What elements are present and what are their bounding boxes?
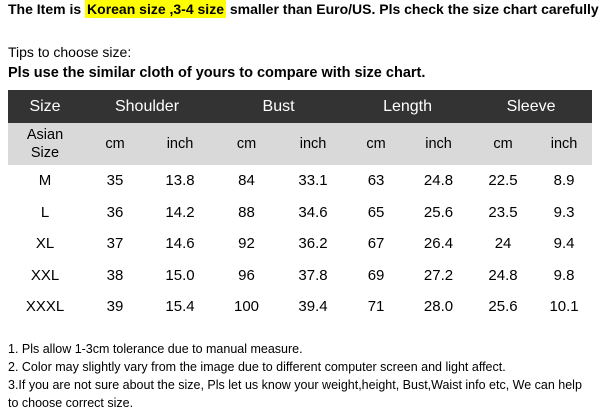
- note: 1. Pls allow 1-3cm tolerance due to manu…: [8, 342, 303, 356]
- cell: 88: [238, 203, 255, 221]
- size-cell: XXL: [30, 266, 60, 284]
- cell: 14.6: [165, 235, 195, 253]
- cell: 34.6: [298, 203, 328, 221]
- cell: 9.8: [553, 266, 575, 284]
- notes: 1. Pls allow 1-3cm tolerance due to manu…: [8, 340, 594, 412]
- table-row: XXXL 39 15.4 100 39.4 71 28.0 25.6 10.1: [8, 291, 592, 323]
- unit: cm: [82, 123, 148, 165]
- column-header: Bust: [212, 90, 346, 123]
- header: The Item is Korean size ,3-4 size smalle…: [8, 0, 599, 18]
- tips-instruction: Pls use the similar cloth of yours to co…: [8, 65, 426, 81]
- cell: 14.2: [165, 203, 195, 221]
- cell: 24.8: [488, 266, 518, 284]
- table-row: M 35 13.8 84 33.1 63 24.8 22.5 8.9: [8, 165, 592, 197]
- cell: 26.4: [423, 235, 454, 253]
- cell: 35: [106, 172, 124, 190]
- cell: 38: [106, 266, 124, 284]
- cell: 37.8: [298, 266, 328, 284]
- unit: inch: [281, 123, 346, 165]
- cell: 9.4: [553, 235, 575, 253]
- cell: 67: [367, 235, 385, 253]
- table-row: L 36 14.2 88 34.6 65 25.6 23.5 9.3: [8, 197, 592, 229]
- cell: 24: [494, 235, 512, 253]
- cell: 71: [367, 298, 385, 316]
- highlight: Korean size ,3-4 size: [85, 0, 226, 18]
- cell: 24.8: [423, 172, 454, 190]
- unit: inch: [148, 123, 213, 165]
- column-header: Shoulder: [82, 90, 213, 123]
- note: 3.If you are not sure about the size, Pl…: [8, 378, 582, 410]
- unit: inch: [407, 123, 471, 165]
- cell: 92: [238, 235, 255, 253]
- unit: cm: [345, 123, 408, 165]
- unit: cm: [212, 123, 282, 165]
- note: 2. Color may slightly vary from the imag…: [8, 360, 506, 374]
- unit-row: Asian Size cm inch cm inch cm inch cm inch: [8, 123, 593, 165]
- unit: cm: [470, 123, 537, 165]
- cell: 100: [234, 298, 260, 316]
- cell: 36.2: [298, 235, 328, 253]
- cell: 96: [238, 266, 255, 284]
- cell: 36: [106, 203, 124, 221]
- cell: 33.1: [298, 172, 328, 190]
- cell: 25.6: [423, 203, 454, 221]
- size-table: Size Shoulder Bust Length Sleeve Asian Size cm…: [8, 90, 593, 323]
- cell: 84: [238, 172, 255, 190]
- cell: 8.9: [553, 172, 575, 190]
- cell: 28.0: [423, 298, 454, 316]
- cell: 65: [367, 203, 385, 221]
- size-cell: M: [38, 172, 52, 190]
- size-cell: XXXL: [25, 298, 65, 316]
- cell: 10.1: [549, 298, 579, 316]
- cell: 13.8: [165, 172, 195, 190]
- cell: 39: [106, 298, 124, 316]
- rest: smaller than Euro/US. Pls check the size…: [229, 1, 599, 17]
- cell: 25.6: [488, 298, 518, 316]
- cell: 15.0: [165, 266, 195, 284]
- column-header: Size: [8, 90, 82, 123]
- cell: 37: [106, 235, 124, 253]
- cell: 9.3: [553, 203, 575, 221]
- cell: 39.4: [298, 298, 328, 316]
- column-header: Sleeve: [470, 90, 593, 123]
- cell: 22.5: [488, 172, 518, 190]
- unit: inch: [536, 123, 593, 165]
- column-header: Length: [345, 90, 471, 123]
- header-row: Size Shoulder Bust Length Sleeve: [8, 90, 593, 123]
- cell: 69: [367, 266, 385, 284]
- cell: 27.2: [423, 266, 454, 284]
- cell: 23.5: [488, 203, 518, 221]
- table-row: XL 37 14.6 92 36.2 67 26.4 24 9.4: [8, 228, 592, 260]
- table-row: XXL 38 15.0 96 37.8 69 27.2 24.8 9.8: [8, 260, 592, 292]
- intro: The Item is: [8, 1, 82, 17]
- cell: 15.4: [165, 298, 195, 316]
- size-label: Asian Size: [8, 123, 82, 165]
- size-cell: L: [40, 203, 50, 221]
- size-cell: XL: [35, 235, 55, 253]
- cell: 63: [367, 172, 385, 190]
- tips-title: Tips to choose size:: [8, 44, 132, 60]
